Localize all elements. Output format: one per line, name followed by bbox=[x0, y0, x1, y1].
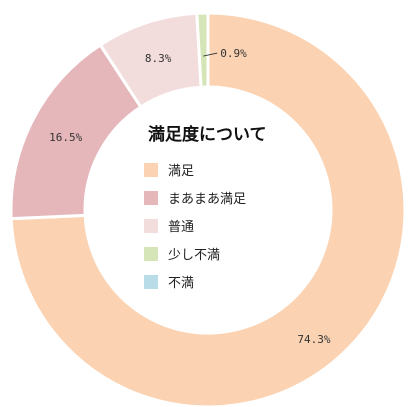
slice-label-3: 0.9% bbox=[220, 47, 247, 60]
legend-label-2: 普通 bbox=[168, 220, 194, 235]
legend-swatch-2 bbox=[144, 219, 158, 233]
slice-label-0: 74.3% bbox=[297, 333, 330, 346]
slice-0 bbox=[9, 11, 407, 407]
donut-slices bbox=[9, 11, 407, 407]
legend-swatch-4 bbox=[144, 275, 158, 289]
legend-swatch-0 bbox=[144, 163, 158, 177]
legend-label-1: まあまあ満足 bbox=[168, 192, 246, 207]
leader-line-3 bbox=[203, 52, 218, 57]
legend-label-3: 少し不満 bbox=[168, 248, 220, 263]
slice-labels: 74.3% 16.5% 8.3% 0.9% bbox=[49, 47, 331, 346]
slice-3 bbox=[195, 11, 210, 89]
chart-title: 満足度について bbox=[148, 124, 267, 145]
slice-label-1: 16.5% bbox=[49, 131, 82, 144]
legend-label-4: 不満 bbox=[168, 276, 194, 291]
legend-label-0: 満足 bbox=[168, 164, 194, 179]
legend-swatch-3 bbox=[144, 247, 158, 261]
slice-label-2: 8.3% bbox=[145, 52, 172, 65]
legend-swatch-1 bbox=[144, 191, 158, 205]
